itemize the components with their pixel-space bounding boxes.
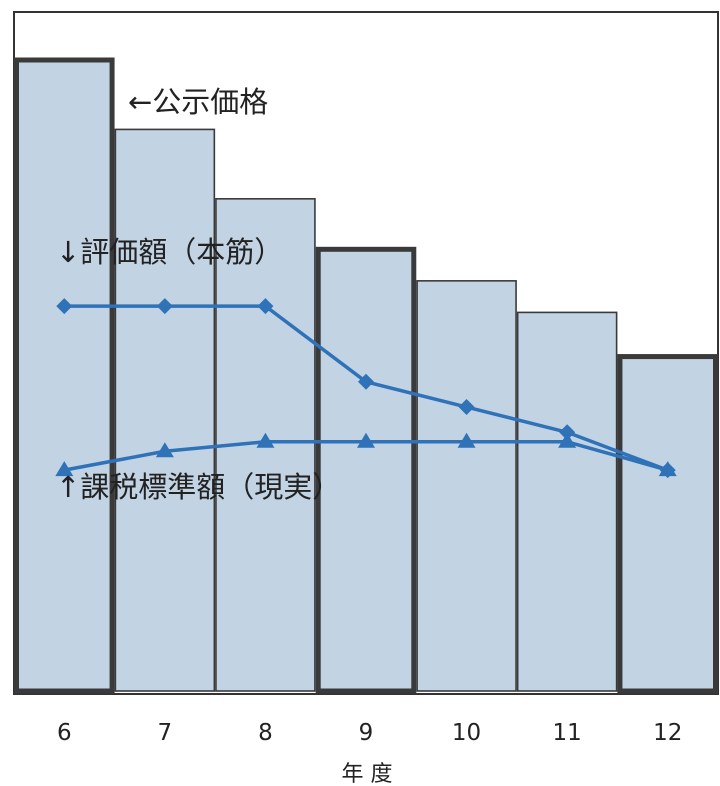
series-1-point-6 [56, 298, 73, 315]
x-tick-12: 12 [653, 720, 682, 746]
bar-11 [516, 311, 618, 692]
series-1-point-11 [559, 424, 576, 441]
bar-12 [617, 354, 719, 694]
series-2-point-11 [558, 432, 577, 448]
bars-series-label: ←公示価格 [128, 85, 268, 119]
x-axis-label: 年 度 [342, 762, 393, 786]
series-2-point-10 [457, 432, 476, 448]
bar-10 [416, 280, 517, 692]
series-1-point-8 [257, 298, 274, 315]
tax-series-label: ↑課税標準額（現実） [56, 470, 341, 504]
series-2-point-9 [357, 432, 375, 448]
x-tick-6: 6 [57, 720, 72, 746]
eval-series-label: ↓評価額（本筋） [56, 235, 283, 269]
series-1-point-7 [156, 298, 173, 315]
x-tick-11: 11 [553, 720, 582, 746]
series-2-point-12 [658, 461, 677, 477]
series-2-point-8 [256, 432, 275, 448]
lines [55, 298, 677, 479]
x-tick-10: 10 [452, 720, 481, 746]
bar-6 [14, 57, 115, 694]
series-1-point-9 [358, 373, 374, 390]
x-tick-8: 8 [258, 720, 273, 746]
series-2-point-7 [155, 442, 174, 458]
x-tick-labels: 6 7 8 9 10 11 12 [57, 720, 682, 746]
series-1-point-10 [458, 399, 475, 416]
series-2-point-6 [55, 461, 74, 477]
bar-9 [315, 246, 417, 694]
x-tick-9: 9 [359, 720, 374, 746]
bar-7 [114, 128, 216, 692]
x-tick-7: 7 [158, 720, 173, 746]
